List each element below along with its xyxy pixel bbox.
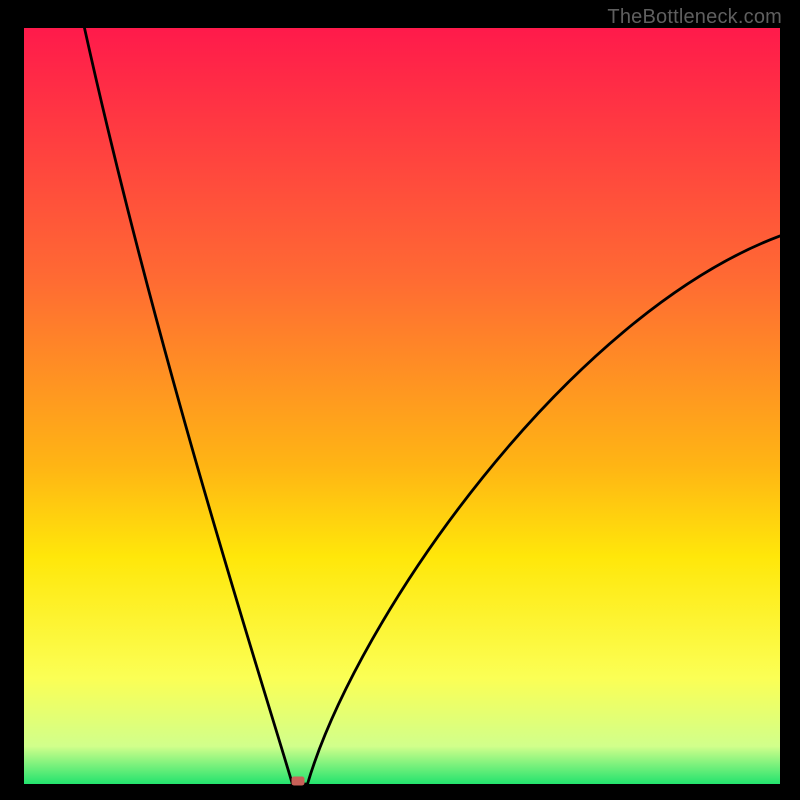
watermark-text: TheBottleneck.com: [607, 6, 782, 29]
plot-area: [24, 28, 780, 784]
minimum-marker: [292, 777, 305, 786]
chart-frame: TheBottleneck.com: [0, 0, 800, 800]
